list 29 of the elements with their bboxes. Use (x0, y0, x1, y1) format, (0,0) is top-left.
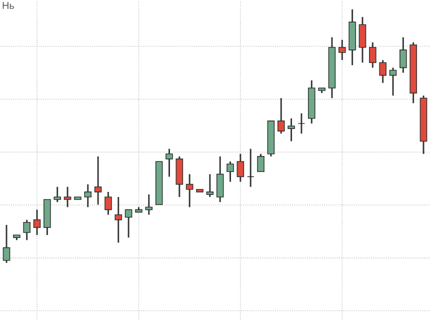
candlestick (145, 194, 153, 216)
candlestick (246, 148, 254, 188)
candlestick (369, 42, 376, 68)
candlestick (2, 224, 10, 264)
candlestick (236, 153, 244, 182)
candlestick (166, 148, 173, 178)
candlestick (338, 38, 346, 61)
candlestick (94, 156, 102, 206)
candlestick (288, 118, 295, 142)
candlestick (33, 208, 41, 236)
candlestick (84, 183, 92, 208)
candlestick (124, 208, 132, 238)
candlestick (216, 156, 224, 203)
candlestick (54, 186, 62, 203)
candlestick (104, 191, 112, 216)
candlestick (206, 173, 214, 198)
candlestick (186, 173, 194, 208)
candlestick (358, 16, 366, 64)
candlestick (226, 160, 234, 182)
candlestick (298, 112, 306, 134)
candlestick (257, 153, 264, 172)
candlestick (389, 66, 397, 96)
candlestick (277, 97, 285, 134)
candlestick (64, 186, 72, 208)
text: Нь (2, 2, 14, 9)
candlestick (23, 218, 30, 241)
candlestick (114, 196, 122, 244)
candlestick (379, 59, 386, 84)
candlestick (400, 36, 407, 74)
